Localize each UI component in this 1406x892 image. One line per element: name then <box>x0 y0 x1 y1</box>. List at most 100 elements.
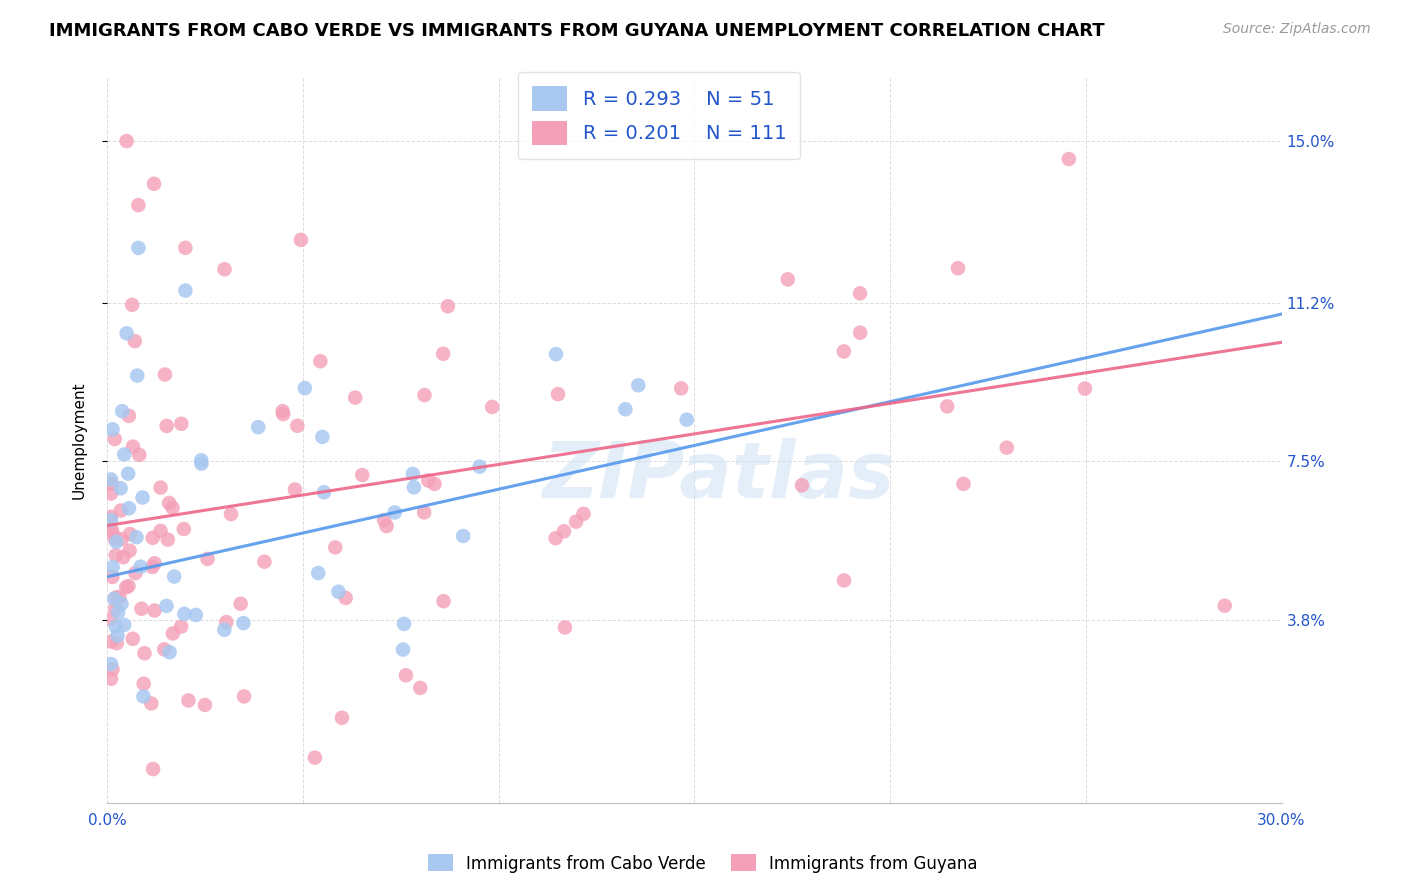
Point <box>253 555 276 569</box>
Point <box>409 681 432 695</box>
Point <box>468 459 491 474</box>
Point <box>776 272 799 286</box>
Point <box>101 524 124 539</box>
Point <box>101 663 124 677</box>
Point <box>432 594 454 608</box>
Point <box>197 552 219 566</box>
Point <box>115 326 138 341</box>
Point <box>142 762 165 776</box>
Point <box>100 513 122 527</box>
Point <box>1213 599 1236 613</box>
Point <box>215 615 238 629</box>
Point <box>111 404 134 418</box>
Point <box>108 590 131 604</box>
Point <box>402 467 425 481</box>
Point <box>247 420 270 434</box>
Point <box>170 619 193 633</box>
Point <box>184 607 207 622</box>
Point <box>392 616 415 631</box>
Point <box>118 501 141 516</box>
Point <box>127 198 149 212</box>
Point <box>352 468 374 483</box>
Text: IMMIGRANTS FROM CABO VERDE VS IMMIGRANTS FROM GUYANA UNEMPLOYMENT CORRELATION CH: IMMIGRANTS FROM CABO VERDE VS IMMIGRANTS… <box>49 22 1105 40</box>
Point <box>311 430 333 444</box>
Point <box>107 605 129 619</box>
Point <box>149 524 172 538</box>
Point <box>149 481 172 495</box>
Point <box>153 368 176 382</box>
Point <box>418 474 440 488</box>
Point <box>402 480 425 494</box>
Point <box>290 233 312 247</box>
Point <box>141 697 163 711</box>
Point <box>451 529 474 543</box>
Point <box>304 750 326 764</box>
Point <box>129 559 152 574</box>
Point <box>995 441 1018 455</box>
Point <box>118 543 141 558</box>
Point <box>125 530 148 544</box>
Point <box>156 419 179 434</box>
Point <box>105 636 128 650</box>
Point <box>124 566 146 580</box>
Legend: R = 0.293    N = 51, R = 0.201    N = 111: R = 0.293 N = 51, R = 0.201 N = 111 <box>519 72 800 159</box>
Point <box>849 286 872 301</box>
Point <box>832 344 855 359</box>
Point <box>162 626 184 640</box>
Text: Source: ZipAtlas.com: Source: ZipAtlas.com <box>1223 22 1371 37</box>
Point <box>162 500 184 515</box>
Point <box>214 262 236 277</box>
Point <box>115 134 138 148</box>
Point <box>627 378 650 392</box>
Point <box>173 522 195 536</box>
Point <box>132 690 155 704</box>
Point <box>284 483 307 497</box>
Point <box>101 560 124 574</box>
Point <box>1057 152 1080 166</box>
Point <box>143 177 166 191</box>
Point <box>100 612 122 626</box>
Point <box>163 569 186 583</box>
Point <box>312 485 335 500</box>
Point <box>413 505 436 519</box>
Point <box>131 491 153 505</box>
Point <box>103 591 125 606</box>
Point <box>392 642 415 657</box>
Point <box>159 645 181 659</box>
Point <box>330 711 353 725</box>
Point <box>309 354 332 368</box>
Point <box>117 579 139 593</box>
Point <box>110 481 132 495</box>
Point <box>100 509 122 524</box>
Point <box>112 550 135 565</box>
Point <box>946 261 969 276</box>
Point <box>423 477 446 491</box>
Point <box>121 632 143 646</box>
Point <box>233 690 256 704</box>
Point <box>373 513 395 527</box>
Point <box>190 453 212 467</box>
Legend: Immigrants from Cabo Verde, Immigrants from Guyana: Immigrants from Cabo Verde, Immigrants f… <box>422 847 984 880</box>
Point <box>413 388 436 402</box>
Point <box>153 642 176 657</box>
Point <box>131 601 153 615</box>
Point <box>174 241 197 255</box>
Point <box>170 417 193 431</box>
Point <box>544 347 567 361</box>
Point <box>669 381 692 395</box>
Point <box>100 472 122 486</box>
Point <box>104 601 127 615</box>
Point <box>614 402 637 417</box>
Point <box>271 404 294 418</box>
Point <box>219 507 242 521</box>
Point <box>112 447 135 461</box>
Point <box>156 533 179 547</box>
Point <box>142 531 165 545</box>
Point <box>155 599 177 613</box>
Point <box>143 603 166 617</box>
Point <box>118 409 141 423</box>
Point <box>100 522 122 536</box>
Point <box>285 418 308 433</box>
Point <box>344 391 367 405</box>
Point <box>104 620 127 634</box>
